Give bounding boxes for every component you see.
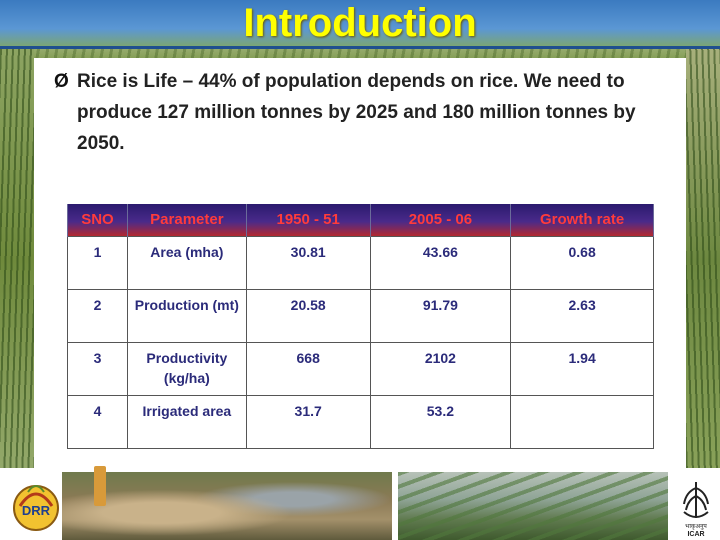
table-row: 3 Productivity (kg/ha) 668 2102 1.94 (67, 341, 654, 396)
cell-sno: 1 (67, 235, 128, 290)
cell-sno: 4 (67, 394, 128, 449)
cell-parameter: Irrigated area (126, 394, 247, 449)
header-1950-51: 1950 - 51 (245, 204, 371, 236)
rice-nursery-photo (398, 472, 668, 540)
cell-growth-rate: 2.63 (510, 288, 654, 343)
header-2005-06: 2005 - 06 (369, 204, 512, 236)
cell-1950-51: 31.7 (245, 394, 371, 449)
table-row: 1 Area (mha) 30.81 43.66 0.68 (67, 235, 654, 290)
cell-1950-51: 668 (245, 341, 371, 396)
title-band (0, 0, 720, 48)
cell-parameter: Area (mha) (126, 235, 247, 290)
cell-1950-51: 30.81 (245, 235, 371, 290)
background-field-left (0, 48, 34, 473)
title-underline (0, 46, 720, 49)
cell-sno: 3 (67, 341, 128, 396)
rice-statistics-table: SNO Parameter 1950 - 51 2005 - 06 Growth… (67, 204, 654, 449)
cell-1950-51: 20.58 (245, 288, 371, 343)
cell-growth-rate: 1.94 (510, 341, 654, 396)
cell-parameter: Productivity (kg/ha) (126, 341, 247, 396)
drr-logo-text: DRR (22, 503, 51, 518)
arrow-bullet-icon: Ø (54, 71, 69, 92)
cell-sno: 2 (67, 288, 128, 343)
cell-2005-06: 2102 (369, 341, 512, 396)
cell-2005-06: 53.2 (369, 394, 512, 449)
cell-parameter: Production (mt) (126, 288, 247, 343)
icar-logo: भाकृअनुप ICAR (683, 482, 709, 538)
drr-logo: DRR (13, 485, 59, 531)
icar-logo-text: ICAR (687, 531, 704, 538)
cell-2005-06: 91.79 (369, 288, 512, 343)
table-row: 2 Production (mt) 20.58 91.79 2.63 (67, 288, 654, 343)
bullet-point: Ø Rice is Life – 44% of population depen… (54, 66, 684, 159)
cell-2005-06: 43.66 (369, 235, 512, 290)
header-growth-rate: Growth rate (510, 204, 654, 236)
header-sno: SNO (67, 204, 128, 236)
icar-logo-hindi-text: भाकृअनुप (685, 523, 707, 530)
bullet-text: Rice is Life – 44% of population depends… (77, 71, 636, 154)
slide-title: Introduction (243, 1, 477, 45)
banner-pole (94, 466, 106, 506)
background-field-right (686, 48, 720, 473)
table-row: 4 Irrigated area 31.7 53.2 (67, 394, 654, 449)
header-parameter: Parameter (126, 204, 247, 236)
farmers-field-photo (62, 472, 392, 540)
cell-growth-rate: 0.68 (510, 235, 654, 290)
cell-growth-rate (510, 394, 654, 449)
table-header-row: SNO Parameter 1950 - 51 2005 - 06 Growth… (67, 204, 654, 236)
